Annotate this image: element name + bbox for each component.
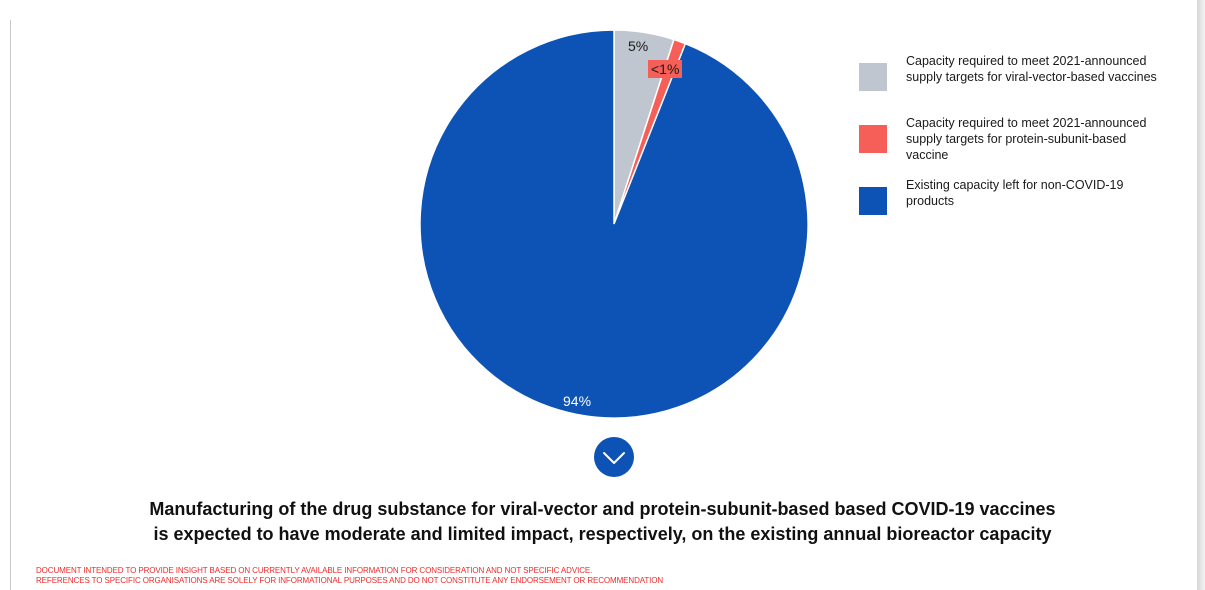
caption-line-1: Manufacturing of the drug substance for … — [149, 499, 1056, 519]
chevron-down-icon — [603, 452, 625, 464]
disclaimer-line-2: REFERENCES TO SPECIFIC ORGANISATIONS ARE… — [36, 576, 664, 585]
legend-swatch-protein-subunit — [859, 125, 887, 153]
disclaimer-line-1: DOCUMENT INTENDED TO PROVIDE INSIGHT BAS… — [36, 566, 593, 575]
pie-slices — [419, 29, 809, 419]
legend-swatch-existing-capacity — [859, 187, 887, 215]
left-divider — [10, 20, 11, 590]
slice-label-viral-vector: 5% — [628, 38, 649, 54]
legend-label-protein-subunit: Capacity required to meet 2021-announced… — [906, 116, 1147, 162]
page-edge-shadow — [1197, 0, 1205, 590]
chart-caption: Manufacturing of the drug substance for … — [60, 497, 1145, 547]
disclaimer: DOCUMENT INTENDED TO PROVIDE INSIGHT BAS… — [36, 566, 936, 586]
legend-swatch-viral-vector — [859, 63, 887, 91]
slice-label-existing-capacity: 94% — [563, 393, 592, 409]
caption-line-2: is expected to have moderate and limited… — [153, 524, 1052, 544]
pie-slice-existing-capacity — [419, 29, 809, 419]
expand-button[interactable] — [594, 437, 634, 477]
legend-label-existing-capacity: Existing capacity left for non-COVID-19 … — [906, 178, 1124, 208]
slice-label-protein-subunit: <1% — [648, 60, 683, 78]
legend-label-viral-vector: Capacity required to meet 2021-announced… — [906, 54, 1157, 84]
